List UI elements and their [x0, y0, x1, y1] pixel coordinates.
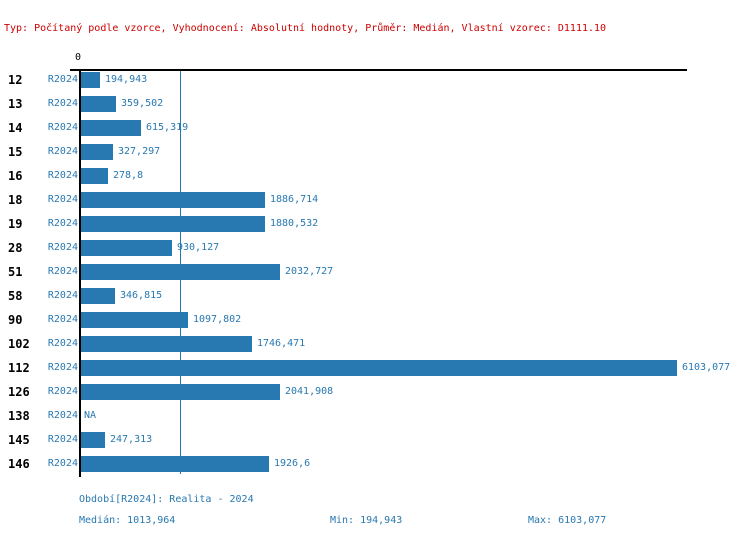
- footer-min-value: Min: 194,943: [330, 515, 403, 526]
- bar[interactable]: [81, 264, 280, 280]
- row-period-label: R2024: [47, 410, 78, 421]
- row-category-label: 12: [8, 73, 23, 87]
- row-period-label: R2024: [47, 242, 78, 253]
- chart-row: 18 R2024 1886,714: [0, 188, 750, 212]
- row-category-label: 112: [8, 361, 30, 375]
- bar-value-label: 194,943: [105, 74, 148, 85]
- bar-value-label: 1746,471: [257, 338, 306, 349]
- row-period-label: R2024: [47, 266, 78, 277]
- x-axis-line: [70, 69, 687, 71]
- bar-value-label: 346,815: [120, 290, 163, 301]
- chart-row: 15 R2024 327,297: [0, 140, 750, 164]
- row-category-label: 102: [8, 337, 30, 351]
- row-category-label: 14: [8, 121, 23, 135]
- footer-max-value: Max: 6103,077: [528, 515, 607, 526]
- chart-row: 126 R2024 2041,908: [0, 380, 750, 404]
- bar-value-label: 1926,6: [274, 458, 311, 469]
- bar-value-label: 278,8: [113, 170, 144, 181]
- bar-value-label: 359,502: [121, 98, 164, 109]
- bar-value-label: 615,319: [146, 122, 189, 133]
- row-period-label: R2024: [47, 146, 78, 157]
- x-axis-zero-tick-label: 0: [74, 52, 82, 63]
- chart-row: 138 R2024 NA: [0, 404, 750, 428]
- bar[interactable]: [81, 432, 105, 448]
- row-period-label: R2024: [47, 218, 78, 229]
- row-period-label: R2024: [47, 362, 78, 373]
- row-period-label: R2024: [47, 98, 78, 109]
- bar[interactable]: [81, 192, 265, 208]
- row-category-label: 145: [8, 433, 30, 447]
- bar-value-label: 327,297: [118, 146, 161, 157]
- row-category-label: 13: [8, 97, 23, 111]
- bar-value-label: 2041,908: [285, 386, 334, 397]
- bar-value-label: 1097,802: [193, 314, 242, 325]
- chart-row: 13 R2024 359,502: [0, 92, 750, 116]
- row-period-label: R2024: [47, 194, 78, 205]
- chart-row: 19 R2024 1880,532: [0, 212, 750, 236]
- chart-row: 146 R2024 1926,6: [0, 452, 750, 476]
- bar[interactable]: [81, 240, 172, 256]
- chart-settings-summary: Typ: Počítaný podle vzorce, Vyhodnocení:…: [4, 23, 607, 34]
- bar[interactable]: [81, 384, 280, 400]
- footer-median-value: Medián: 1013,964: [79, 515, 176, 526]
- row-category-label: 138: [8, 409, 30, 423]
- bar[interactable]: [81, 336, 252, 352]
- row-category-label: 19: [8, 217, 23, 231]
- chart-row: 145 R2024 247,313: [0, 428, 750, 452]
- row-category-label: 28: [8, 241, 23, 255]
- bar[interactable]: [81, 288, 115, 304]
- row-period-label: R2024: [47, 290, 78, 301]
- bar[interactable]: [81, 96, 116, 112]
- row-period-label: R2024: [47, 434, 78, 445]
- chart-row: 51 R2024 2032,727: [0, 260, 750, 284]
- bar-value-label: 1886,714: [270, 194, 319, 205]
- chart-row: 112 R2024 6103,077: [0, 356, 750, 380]
- row-category-label: 18: [8, 193, 23, 207]
- row-period-label: R2024: [47, 314, 78, 325]
- row-period-label: R2024: [47, 122, 78, 133]
- bar-value-label: 6103,077: [682, 362, 731, 373]
- row-period-label: R2024: [47, 338, 78, 349]
- bar-value-label: 1880,532: [270, 218, 319, 229]
- bar-value-label: 247,313: [110, 434, 153, 445]
- row-category-label: 126: [8, 385, 30, 399]
- bar[interactable]: [81, 72, 100, 88]
- row-period-label: R2024: [47, 74, 78, 85]
- chart-row: 16 R2024 278,8: [0, 164, 750, 188]
- bar[interactable]: [81, 144, 113, 160]
- bar[interactable]: [81, 312, 188, 328]
- chart-row: 12 R2024 194,943: [0, 68, 750, 92]
- chart-row: 28 R2024 930,127: [0, 236, 750, 260]
- bar[interactable]: [81, 168, 108, 184]
- row-category-label: 51: [8, 265, 23, 279]
- row-category-label: 16: [8, 169, 23, 183]
- chart-row: 14 R2024 615,319: [0, 116, 750, 140]
- footer-period-label: Období[R2024]: Realita - 2024: [79, 494, 254, 505]
- bar[interactable]: [81, 456, 269, 472]
- chart-row: 58 R2024 346,815: [0, 284, 750, 308]
- row-category-label: 146: [8, 457, 30, 471]
- chart-row: 102 R2024 1746,471: [0, 332, 750, 356]
- bar-value-label: NA: [84, 410, 97, 421]
- row-period-label: R2024: [47, 458, 78, 469]
- row-category-label: 58: [8, 289, 23, 303]
- row-category-label: 15: [8, 145, 23, 159]
- row-category-label: 90: [8, 313, 23, 327]
- chart-row: 90 R2024 1097,802: [0, 308, 750, 332]
- row-period-label: R2024: [47, 170, 78, 181]
- bar-value-label: 2032,727: [285, 266, 334, 277]
- bar-value-label: 930,127: [177, 242, 220, 253]
- bar[interactable]: [81, 216, 265, 232]
- bar[interactable]: [81, 120, 141, 136]
- row-period-label: R2024: [47, 386, 78, 397]
- bar[interactable]: [81, 360, 677, 376]
- y-axis-line: [79, 69, 81, 477]
